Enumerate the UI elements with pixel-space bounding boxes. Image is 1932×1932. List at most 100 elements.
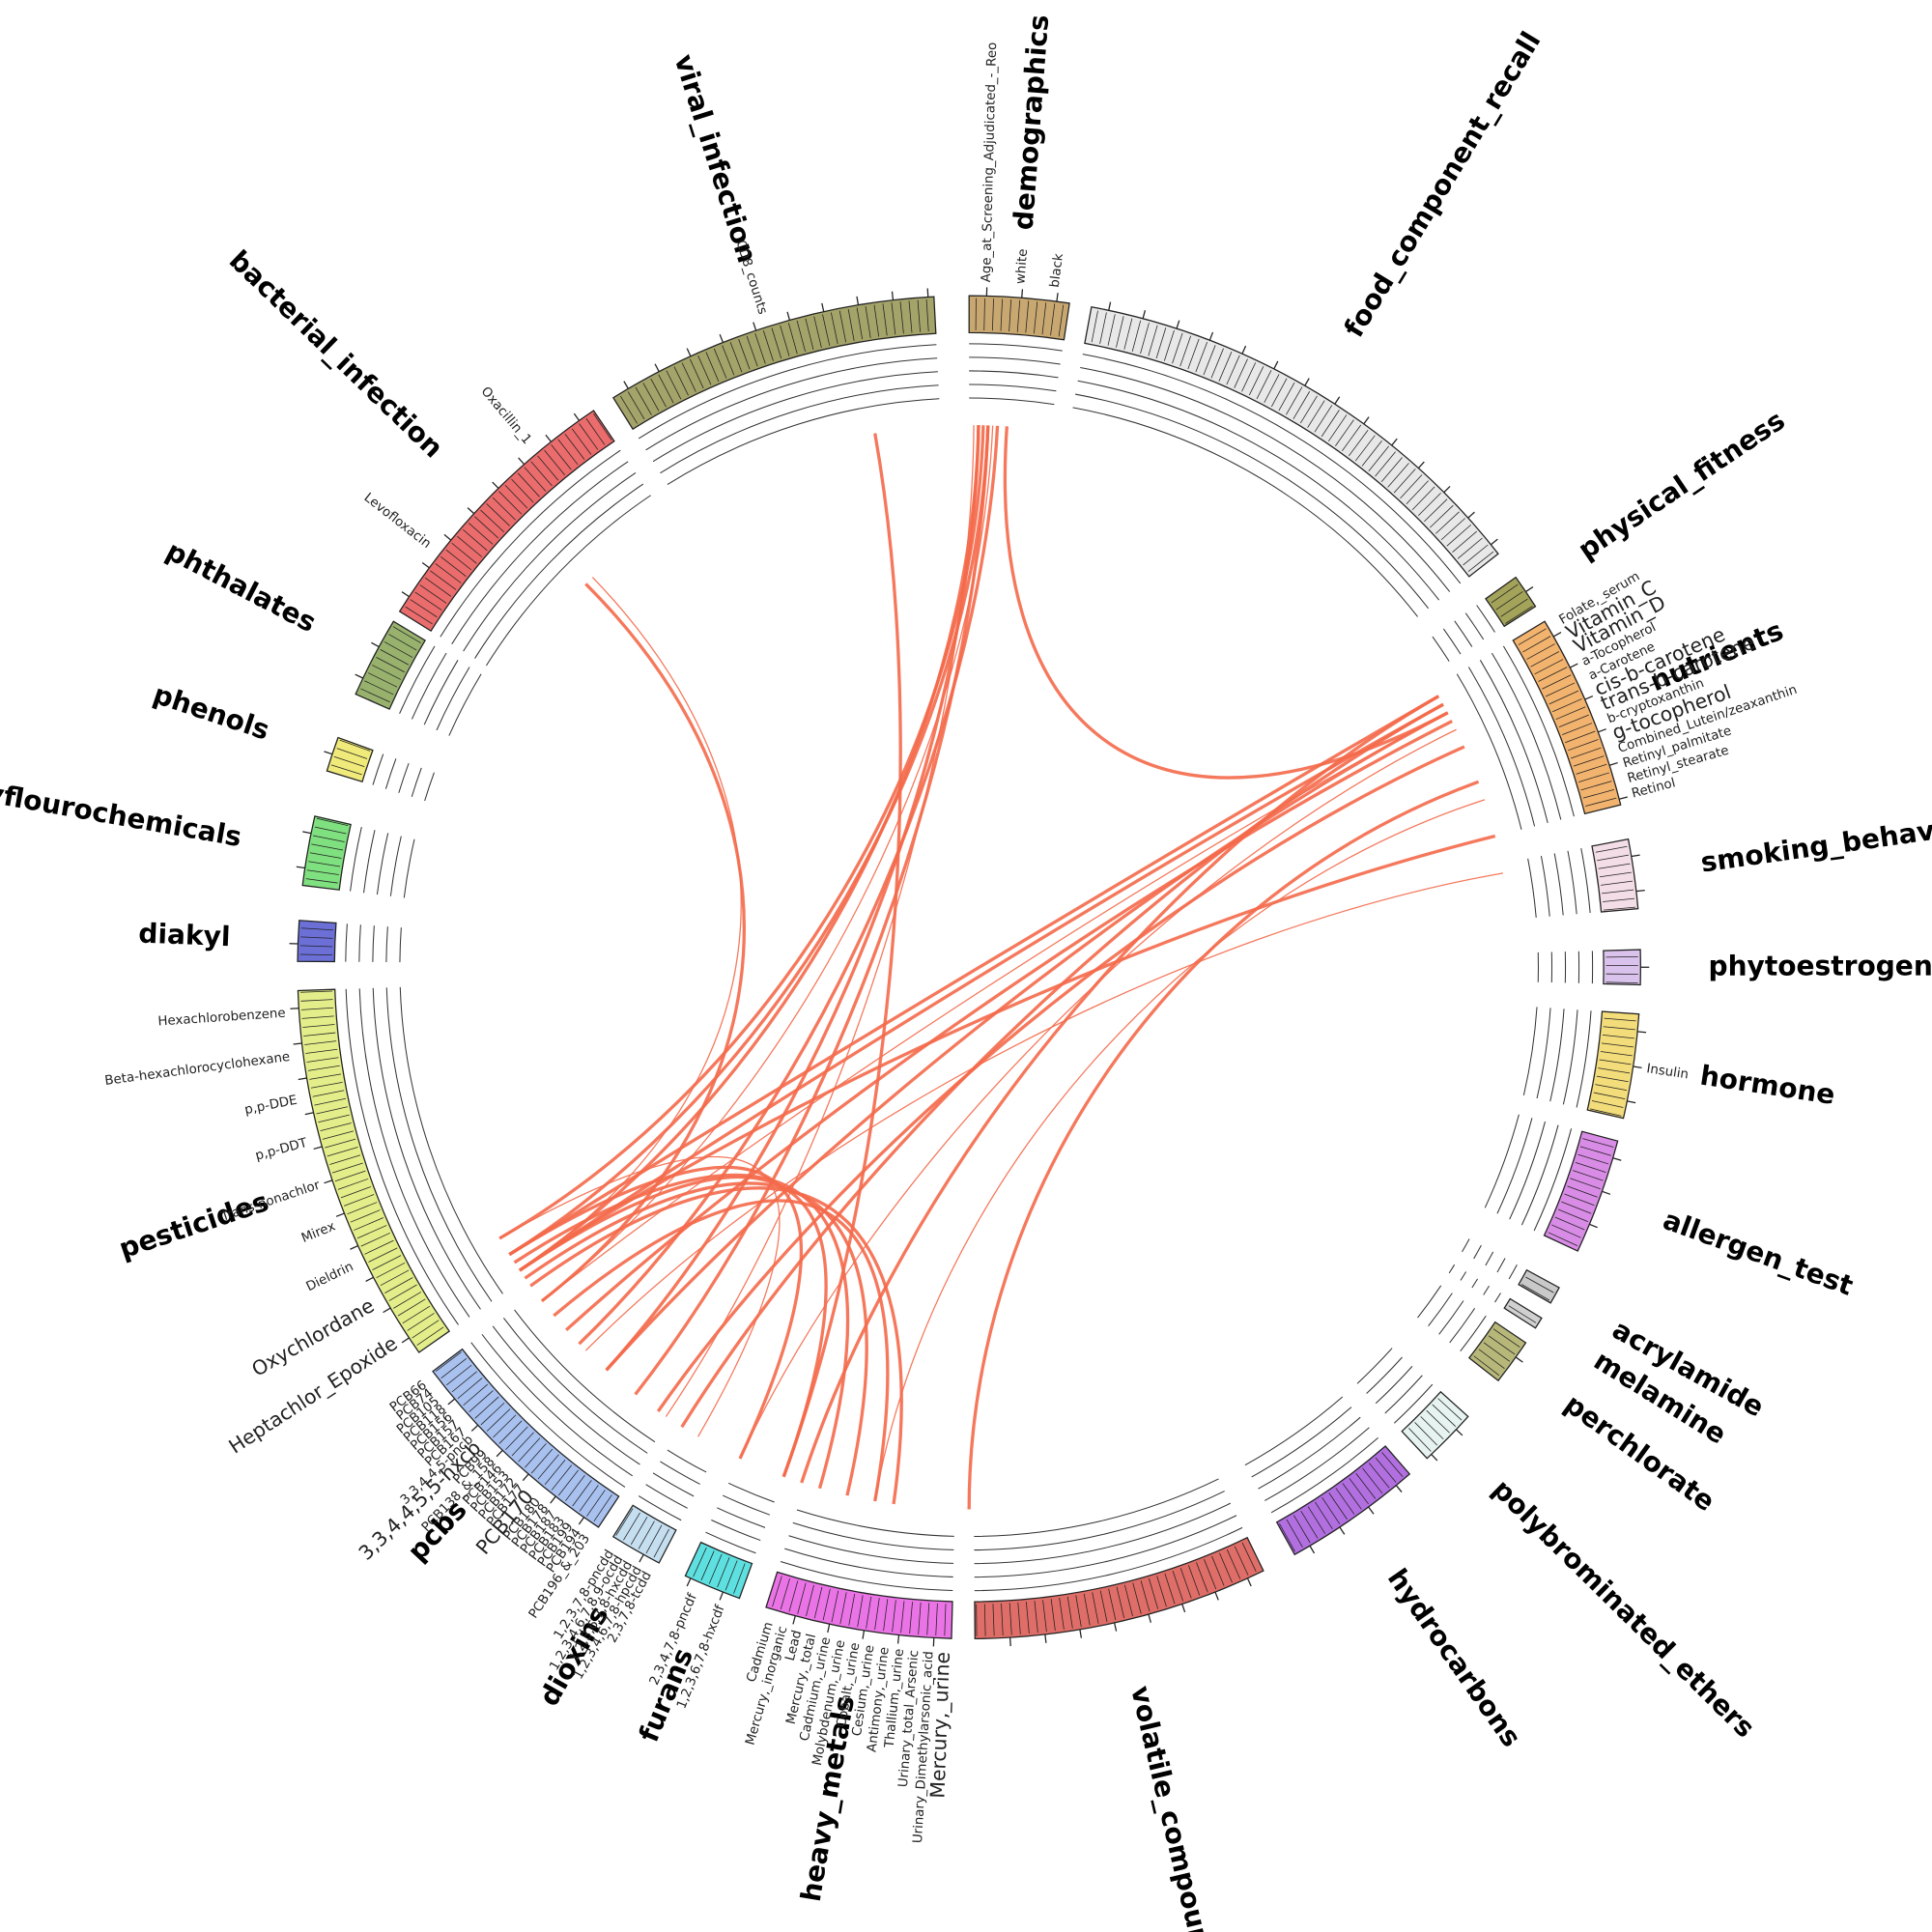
group-label: hydrocarbons: [1381, 1563, 1527, 1753]
variable-stripe: [1554, 1216, 1585, 1231]
group-label: volatile_compounds: [1124, 1683, 1225, 1932]
variable-stripe: [1001, 1603, 1004, 1636]
track-ring: [1522, 1007, 1538, 1095]
group-label: phytoestrogens: [1708, 950, 1932, 981]
variable-stripe: [722, 345, 735, 376]
variable-stripe: [1307, 1506, 1326, 1534]
track-ring: [385, 926, 388, 963]
variable-stripe: [1530, 651, 1560, 668]
variable-stripe: [909, 1602, 913, 1634]
variable-stripe: [892, 1600, 896, 1633]
variable-stripe: [414, 591, 442, 611]
variable-stripe: [1286, 1519, 1303, 1548]
variable-stripe: [1387, 463, 1409, 488]
variable-stripe: [1203, 345, 1216, 376]
track-ring: [411, 652, 447, 720]
track-ring: [1258, 1416, 1361, 1490]
track-ring: [411, 767, 422, 798]
tick: [686, 348, 692, 356]
sector: demographics Age_at_Screening_Adjudicated…: [968, 14, 1070, 406]
variable-stripe: [1400, 474, 1423, 499]
variable-stripe: [557, 1469, 579, 1496]
variable-stripe: [340, 1186, 372, 1199]
variable-stripe: [1163, 329, 1175, 361]
tick: [856, 296, 860, 305]
track-ring: [436, 667, 470, 731]
track-ring: [1432, 636, 1450, 662]
tick: [293, 1042, 302, 1045]
variable-stripe: [1440, 518, 1465, 541]
variable-stripe: [1375, 1457, 1397, 1483]
track-ring: [448, 673, 482, 736]
track-ring: [1496, 1258, 1506, 1273]
variable-stripe: [1034, 1601, 1038, 1634]
tick: [401, 1337, 410, 1344]
variable-stripe: [480, 509, 504, 532]
link: [518, 1175, 828, 1478]
variable-label: Heptachlor_Epoxide: [224, 1331, 402, 1459]
track-ring: [667, 398, 940, 485]
variable-stripe: [1025, 300, 1030, 333]
track-ring: [974, 1515, 1237, 1578]
variable-stripe: [1017, 1602, 1021, 1634]
sector: hormone Insulin: [1522, 1007, 1837, 1120]
variable-stripe: [1492, 1328, 1520, 1348]
track-ring: [1562, 1009, 1578, 1105]
tick: [1637, 1031, 1647, 1034]
variable-stripe: [310, 1081, 343, 1089]
variable-stripe: [1576, 763, 1607, 775]
sector-band: [432, 1348, 620, 1528]
link: [800, 695, 1440, 1484]
sector-band: [355, 620, 427, 710]
variable-stripe: [1293, 1515, 1311, 1544]
track-ring: [974, 1491, 1225, 1551]
tick: [1108, 301, 1112, 311]
tick: [896, 1634, 900, 1644]
sector: allergen_test: [1484, 1114, 1858, 1302]
link: [739, 728, 1457, 1460]
variable-stripe: [457, 535, 483, 557]
variable-stripe: [1293, 390, 1311, 419]
link: [518, 702, 1444, 1272]
group-label: demographics: [1008, 14, 1056, 231]
variable-stripe: [1264, 374, 1280, 404]
variable-stripe: [518, 1437, 541, 1463]
variable-stripe: [392, 626, 421, 643]
variable-stripe: [571, 428, 592, 455]
tick: [1608, 761, 1618, 766]
tick: [1584, 695, 1594, 700]
variable-stripe: [336, 748, 368, 759]
variable-stripe: [1599, 871, 1632, 878]
track-ring: [1509, 1121, 1546, 1220]
track-ring: [969, 343, 1063, 352]
track-ring: [969, 397, 1055, 406]
variable-stripe: [537, 1454, 559, 1480]
tick: [550, 1495, 556, 1504]
tick: [827, 1624, 831, 1634]
variable-stripe: [926, 1603, 930, 1635]
sector-band: [1586, 1010, 1640, 1120]
sector-band: [1518, 1268, 1560, 1304]
variable-stripe: [486, 503, 510, 526]
variable-stripe: [1561, 1201, 1592, 1214]
track-ring: [1417, 1285, 1442, 1319]
variable-stripe: [451, 1371, 477, 1393]
variable-stripe: [524, 467, 547, 492]
variable-stripe: [306, 869, 339, 875]
variable-stripe: [388, 1284, 417, 1301]
variable-stripe: [1328, 1492, 1348, 1520]
tick: [313, 1146, 323, 1151]
tick: [492, 481, 499, 489]
variable-stripe: [380, 1269, 410, 1287]
variable-stripe: [681, 362, 696, 392]
variable-stripe: [700, 1550, 715, 1581]
link: [584, 872, 1504, 1351]
variable-stripe: [380, 649, 410, 666]
variable-stripe: [1075, 1595, 1082, 1628]
variable-stripe: [1564, 1193, 1595, 1207]
variable-stripe: [424, 577, 452, 597]
variable-stripe: [314, 1097, 347, 1106]
track-ring: [1264, 1427, 1370, 1501]
track-ring: [502, 1318, 648, 1454]
variable-stripe: [1091, 310, 1098, 343]
